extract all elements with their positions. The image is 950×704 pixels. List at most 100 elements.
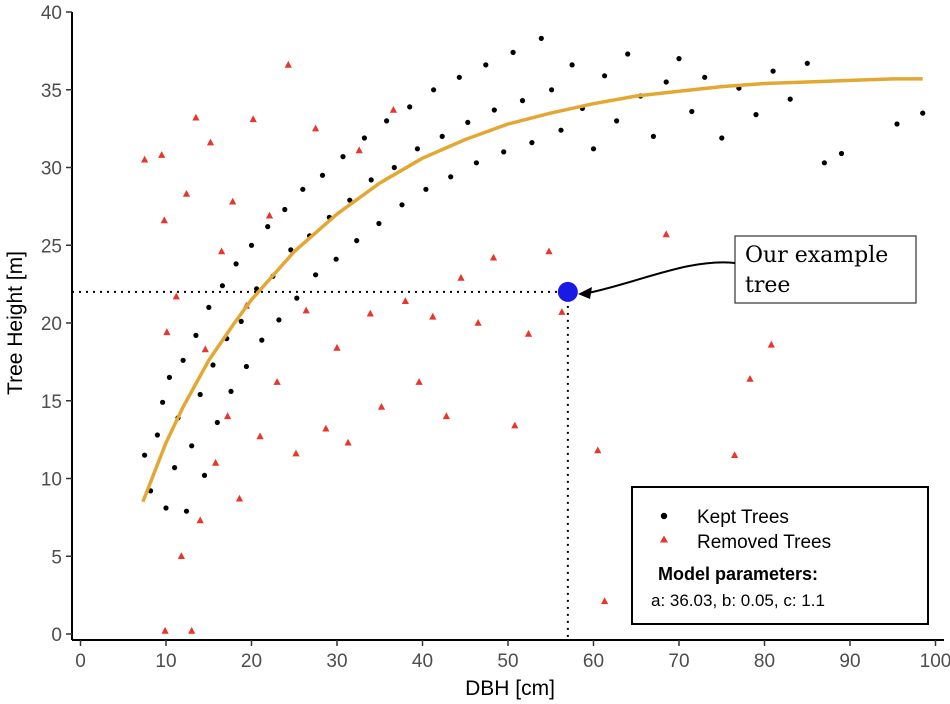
axes: 0 10 20 30 40 50 60 70 80 90 100 0 5 10 15 20 25 30 35 40: [41, 3, 950, 672]
x-tick-label: 100: [920, 651, 950, 672]
kept-tree-point: [238, 318, 244, 324]
removed-tree-point: [601, 597, 609, 605]
kept-tree-point: [243, 363, 249, 370]
removed-tree-point: [457, 273, 465, 281]
removed-tree-point: [172, 292, 180, 300]
kept-tree-point: [340, 154, 346, 160]
y-tick-label: 15: [41, 392, 62, 413]
kept-tree-point: [259, 337, 265, 343]
kept-tree-point: [465, 119, 471, 125]
kept-tree-point: [163, 505, 169, 511]
removed-tree-point: [212, 458, 220, 466]
kept-tree-point: [180, 357, 186, 363]
removed-tree-point: [746, 375, 754, 382]
y-tick-label: 0: [51, 625, 62, 646]
removed-tree-point: [312, 124, 320, 132]
kept-tree-point: [431, 87, 437, 93]
kept-tree-point: [770, 68, 776, 74]
kept-tree-point: [313, 272, 319, 278]
kept-tree-point: [300, 186, 306, 192]
annotation-line-1: Our example: [745, 243, 888, 268]
removed-tree-point: [389, 106, 397, 113]
kept-tree-point: [448, 174, 454, 180]
y-tick-label: 20: [41, 314, 62, 335]
example-tree-point: [557, 281, 578, 302]
removed-tree-point: [163, 328, 171, 336]
kept-tree-point: [183, 508, 190, 514]
kept-tree-point: [501, 149, 507, 155]
kept-tree-point: [354, 238, 360, 244]
removed-tree-point: [355, 146, 363, 154]
kept-tree-point: [197, 391, 203, 398]
kept-tree-point: [288, 247, 294, 253]
x-tick-label: 70: [668, 651, 689, 672]
removed-tree-point: [206, 138, 215, 146]
kept-tree-point: [214, 419, 220, 426]
x-axis-title: DBH [cm]: [465, 677, 555, 700]
removed-tree-point: [196, 516, 204, 524]
kept-tree-point: [439, 133, 445, 139]
removed-tree-point: [292, 449, 300, 457]
annotation-arrowhead-icon: [578, 287, 592, 299]
kept-tree-point: [702, 74, 708, 80]
kept-tree-point: [166, 374, 172, 380]
kept-tree-point: [491, 107, 497, 113]
removed-tree-point: [511, 421, 519, 429]
kept-tree-point: [719, 135, 725, 141]
kept-tree-point: [172, 465, 178, 471]
kept-tree-point: [265, 224, 271, 230]
kept-tree-point: [510, 49, 516, 56]
kept-tree-point: [920, 110, 926, 116]
removed-tree-point: [284, 60, 292, 68]
x-tick-label: 10: [155, 651, 176, 672]
x-tick-label: 50: [497, 651, 518, 672]
kept-tree-point: [407, 104, 413, 110]
removed-tree-point: [429, 312, 437, 320]
kept-tree-point: [391, 164, 397, 171]
removed-tree-point: [161, 626, 169, 634]
kept-tree-point: [319, 172, 326, 178]
x-tick-label: 40: [412, 651, 433, 672]
x-tick-label: 90: [839, 651, 860, 672]
removed-tree-point: [545, 247, 553, 255]
removed-tree-point: [182, 189, 191, 197]
removed-tree-point: [141, 155, 149, 163]
removed-tree-point: [302, 306, 310, 314]
removed-tree-point: [558, 308, 566, 315]
removed-tree-point: [322, 424, 330, 432]
kept-tree-point: [201, 472, 208, 478]
kept-tree-point: [676, 56, 682, 62]
kept-tree-point: [376, 220, 382, 227]
kept-tree-point: [456, 74, 462, 80]
removed-tree-point: [229, 197, 237, 205]
kept-tree-point: [804, 60, 810, 66]
kept-tree-point: [787, 96, 793, 102]
annotation-line-2: tree: [745, 273, 790, 298]
removed-tree-point: [192, 113, 200, 121]
removed-tree-point: [218, 247, 226, 255]
kept-tree-point: [894, 121, 900, 127]
removed-tree-point: [594, 446, 602, 454]
kept-tree-point: [602, 73, 608, 79]
kept-tree-point: [193, 332, 199, 338]
y-tick-label: 35: [41, 81, 62, 102]
kept-tree-point: [142, 452, 148, 458]
x-tick-label: 30: [326, 651, 347, 672]
legend-removed-marker: [660, 535, 668, 543]
kept-tree-point: [233, 261, 239, 267]
y-tick-label: 5: [51, 547, 62, 568]
kept-tree-point: [423, 186, 429, 192]
kept-tree-point: [473, 160, 479, 166]
plot-area: [72, 35, 926, 640]
kept-tree-point: [154, 432, 160, 438]
kept-tree-point: [384, 118, 390, 124]
kept-tree-point: [689, 108, 695, 115]
kept-tree-point: [650, 133, 657, 139]
x-tick-label: 0: [75, 651, 86, 672]
annotation-arrow: [587, 261, 736, 294]
kept-tree-point: [160, 399, 166, 405]
kept-tree-point: [399, 202, 405, 208]
kept-tree-point: [821, 160, 828, 166]
kept-tree-point: [529, 140, 535, 146]
